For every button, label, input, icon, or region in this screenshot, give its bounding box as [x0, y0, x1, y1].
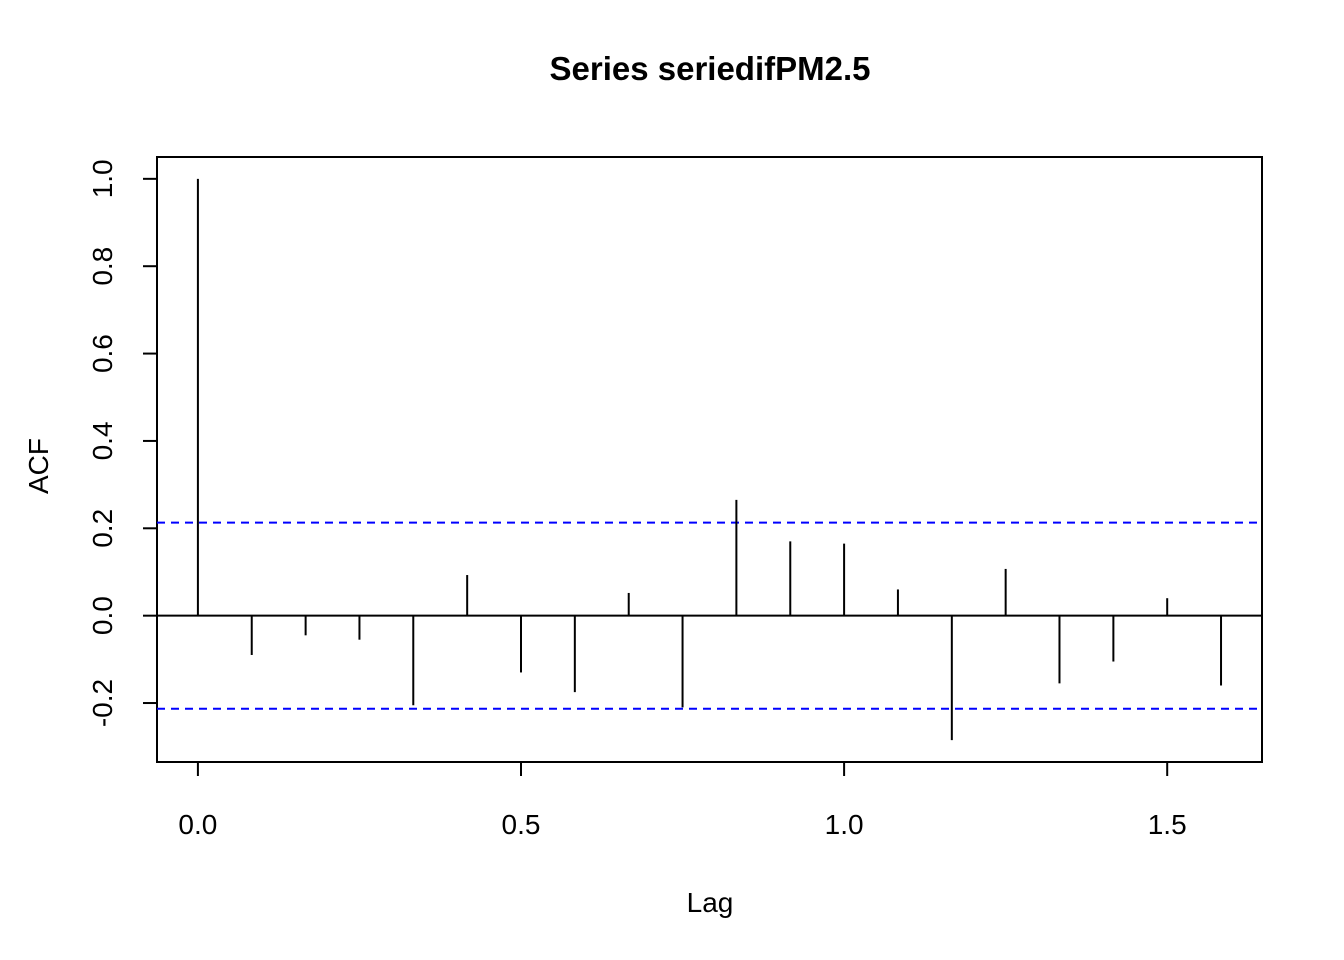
plot-area: 0.0 0.5 1.0 1.5 -0.2 0.0 0.2 0.4 0.6 0.8 1.0 — [87, 156, 1263, 840]
x-tick-label: 1.5 — [1148, 809, 1187, 840]
y-tick-label: 0.4 — [87, 421, 118, 460]
y-tick-label: -0.2 — [87, 679, 118, 727]
x-tick-label: 0.5 — [502, 809, 541, 840]
plot-frame — [156, 156, 1263, 763]
y-tick-label: 0.2 — [87, 509, 118, 548]
y-tick-label: 0.6 — [87, 334, 118, 373]
x-tick-label: 0.0 — [178, 809, 217, 840]
y-tick-label: 0.0 — [87, 596, 118, 635]
chart-title: Series seriedifPM2.5 — [549, 50, 870, 87]
x-tick-label: 1.0 — [825, 809, 864, 840]
x-axis-label: Lag — [687, 887, 734, 918]
y-tick-label: 0.8 — [87, 247, 118, 286]
y-axis-label: ACF — [23, 438, 54, 494]
y-tick-label: 1.0 — [87, 159, 118, 198]
